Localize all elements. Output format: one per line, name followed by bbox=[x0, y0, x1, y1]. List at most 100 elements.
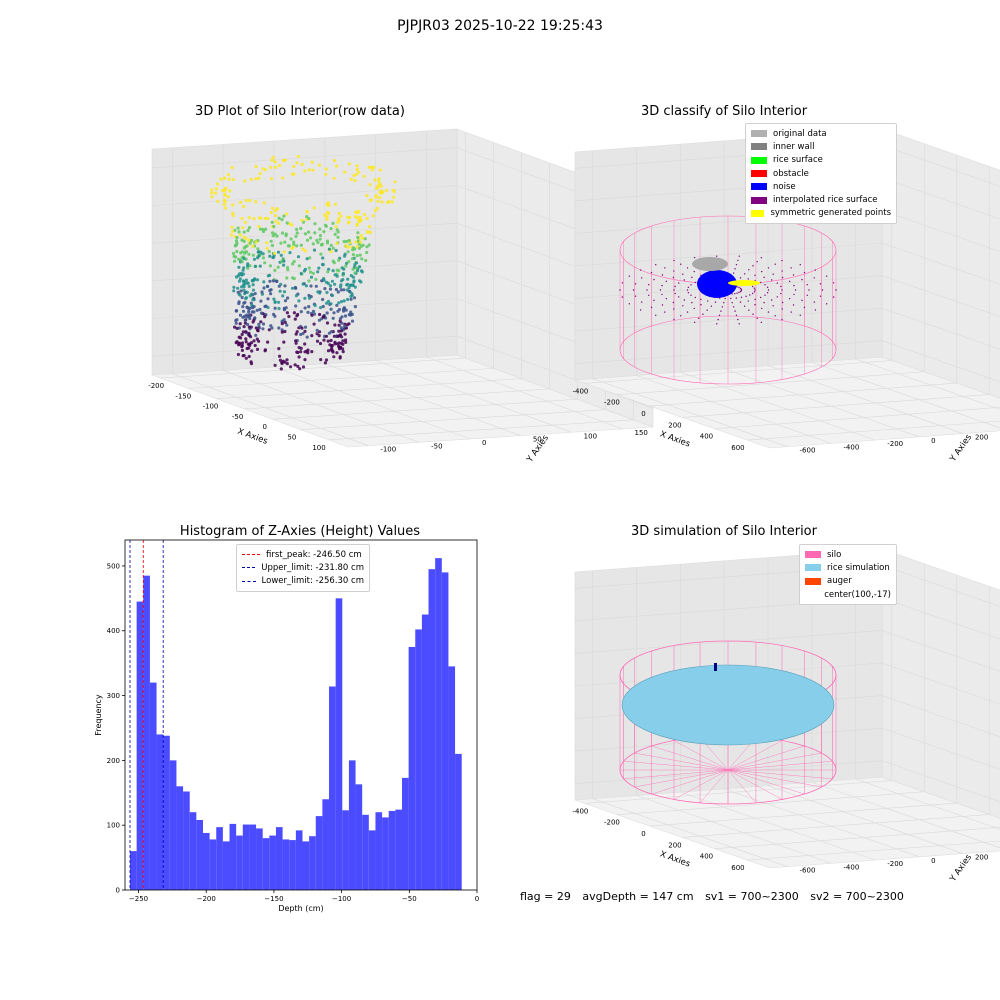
classify-gridline-y bbox=[811, 361, 1000, 429]
rawdata-point bbox=[256, 328, 260, 332]
legend-label: noise bbox=[773, 181, 796, 192]
rawdata-point bbox=[320, 317, 324, 321]
classify-interp-point bbox=[628, 275, 631, 277]
classify-interp-point bbox=[677, 282, 680, 284]
classify-yaxis-label: Y Axies bbox=[948, 432, 975, 464]
classify-interp-point bbox=[628, 303, 631, 305]
panel1-title: 3D Plot of Silo Interior(row data) bbox=[195, 104, 405, 119]
classify-interp-point bbox=[739, 301, 742, 303]
rawdata-point bbox=[329, 250, 333, 254]
classify-interp-point bbox=[723, 301, 725, 304]
simulation-silo-floor-spoke bbox=[727, 769, 822, 788]
rawdata-point bbox=[343, 314, 348, 318]
rawdata-point bbox=[251, 298, 255, 302]
rawdata-point bbox=[347, 238, 351, 243]
rawdata-point bbox=[353, 271, 357, 275]
rawdata-point bbox=[351, 275, 355, 279]
rawdata-point bbox=[335, 303, 339, 307]
rawdata-point bbox=[249, 238, 254, 242]
classify-interp-point bbox=[659, 289, 662, 291]
legend-item-first-peak: first_peak: -246.50 cm bbox=[242, 548, 364, 561]
classify-interp-point bbox=[640, 301, 643, 303]
rawdata-point bbox=[307, 305, 311, 309]
rawdata-gridline-x bbox=[328, 419, 634, 441]
rawdata-point bbox=[238, 313, 242, 317]
histogram-bar bbox=[189, 812, 197, 890]
rawdata-point bbox=[387, 199, 391, 204]
legend-label: interpolated rice surface bbox=[773, 195, 878, 206]
histogram-bar bbox=[402, 777, 409, 890]
rawdata-point bbox=[377, 179, 381, 183]
rawdata-point bbox=[317, 266, 321, 270]
classify-interp-point bbox=[774, 315, 776, 317]
classify-interp-point bbox=[814, 309, 817, 311]
rawdata-point bbox=[216, 182, 220, 186]
rawdata-point bbox=[346, 277, 350, 281]
rawdata-point bbox=[364, 258, 368, 263]
rawdata-point bbox=[265, 246, 269, 251]
classify-interp-point bbox=[790, 267, 792, 269]
simulation-gridline-z-side bbox=[574, 760, 883, 785]
rawdata-point bbox=[232, 289, 236, 293]
classify-interp-point bbox=[767, 289, 770, 291]
rawdata-point bbox=[266, 340, 270, 344]
rawdata-point bbox=[303, 306, 307, 310]
classify-interp-point bbox=[753, 291, 756, 293]
classify-interp-point bbox=[825, 275, 828, 277]
rawdata-xtick-label: -200 bbox=[148, 382, 164, 390]
rawdata-point bbox=[285, 221, 289, 225]
simulation-xaxis-label: X Axies bbox=[658, 849, 691, 869]
classify-interp-point bbox=[781, 301, 784, 304]
rawdata-point bbox=[259, 320, 263, 324]
rawdata-point bbox=[378, 168, 382, 172]
rawdata-point bbox=[238, 293, 242, 297]
rawdata-point bbox=[321, 262, 325, 267]
rawdata-point bbox=[305, 257, 309, 261]
rawdata-point bbox=[254, 200, 258, 204]
rawdata-point bbox=[303, 296, 307, 300]
panel3-title: Histogram of Z-Axies (Height) Values bbox=[179, 524, 421, 539]
rawdata-point bbox=[295, 330, 299, 334]
rawdata-point bbox=[268, 279, 272, 283]
rawdata-point bbox=[255, 337, 259, 341]
rawdata-point bbox=[276, 221, 281, 225]
rawdata-point bbox=[303, 329, 307, 333]
simulation-gridline-z-side bbox=[574, 630, 883, 654]
rawdata-point bbox=[368, 230, 372, 234]
rawdata-point bbox=[265, 241, 269, 245]
rawdata-point bbox=[325, 215, 329, 219]
classify-interp-point bbox=[736, 292, 738, 294]
rawdata-point bbox=[238, 233, 242, 237]
rawdata-point bbox=[301, 247, 305, 251]
legend-item-rice-simulation: rice simulation bbox=[805, 561, 891, 574]
classify-xaxis-label: X Axies bbox=[658, 429, 691, 449]
rawdata-point bbox=[326, 299, 331, 303]
classify-interp-point bbox=[691, 301, 693, 304]
rawdata-point bbox=[299, 226, 303, 231]
rawdata-point bbox=[283, 320, 287, 324]
classify-interp-point bbox=[792, 304, 795, 306]
rawdata-point bbox=[332, 311, 336, 315]
rawdata-point bbox=[257, 225, 261, 229]
rawdata-point bbox=[311, 242, 315, 246]
rawdata-point bbox=[310, 160, 314, 164]
histogram-bar bbox=[362, 814, 369, 890]
rawdata-point bbox=[310, 334, 314, 338]
rawdata-point bbox=[331, 269, 335, 273]
rawdata-point bbox=[352, 279, 356, 283]
classify-interp-point bbox=[724, 297, 726, 300]
rawdata-point bbox=[315, 332, 319, 336]
rawdata-point bbox=[250, 292, 254, 296]
legend-item-rice-surface: rice surface bbox=[751, 154, 891, 167]
rawdata-point bbox=[344, 338, 348, 342]
legend-line bbox=[242, 580, 256, 582]
rawdata-point bbox=[329, 302, 333, 306]
classify-gridline-z-back bbox=[881, 307, 1000, 350]
rawdata-point bbox=[282, 290, 287, 294]
rawdata-point bbox=[251, 253, 255, 257]
rawdata-point bbox=[222, 198, 227, 202]
rawdata-point bbox=[357, 219, 361, 223]
classify-symmetric-points bbox=[728, 280, 760, 286]
legend-item-auger: auger bbox=[805, 575, 891, 588]
rawdata-point bbox=[264, 304, 268, 308]
